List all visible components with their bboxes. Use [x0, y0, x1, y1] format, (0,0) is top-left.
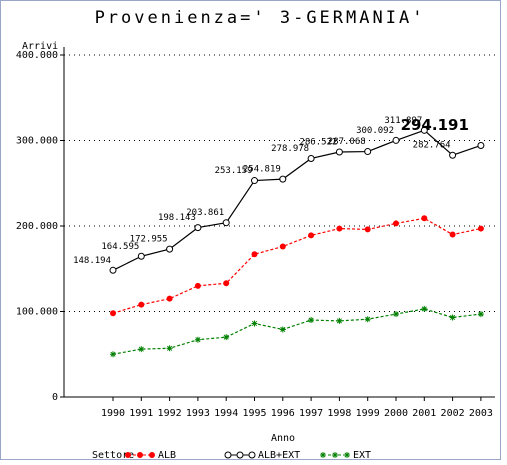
x-tick-label: 2003	[469, 408, 493, 419]
data-label: 287.068	[328, 137, 366, 147]
marker	[149, 452, 155, 458]
marker	[421, 305, 428, 312]
marker	[308, 232, 315, 239]
marker	[307, 154, 315, 162]
y-tick-label: 100.000	[16, 307, 58, 318]
data-label: 254.819	[243, 165, 281, 175]
data-label: 253.159	[215, 166, 253, 176]
marker	[449, 314, 456, 321]
marker	[449, 151, 457, 159]
data-label: 282.764	[413, 141, 451, 151]
marker	[251, 251, 258, 258]
marker	[109, 266, 117, 274]
marker	[477, 225, 484, 232]
data-label: 164.595	[101, 242, 139, 252]
x-tick-label: 2001	[412, 408, 436, 419]
chart-title: Provenienza=' 3-GERMANIA'	[95, 8, 426, 28]
x-tick-label: 1997	[299, 408, 323, 419]
data-label: 286.522	[299, 138, 337, 148]
marker	[344, 452, 350, 458]
marker	[138, 346, 145, 353]
marker	[138, 301, 145, 308]
data-label: 148.194	[73, 256, 111, 266]
marker	[110, 310, 116, 317]
marker	[320, 452, 326, 458]
y-tick-label: 0	[52, 392, 58, 403]
x-tick-label: 1996	[271, 408, 295, 419]
marker	[335, 148, 343, 156]
x-tick-label: 1994	[214, 408, 238, 419]
frame	[0, 0, 501, 460]
marker	[166, 245, 174, 253]
marker	[279, 326, 286, 333]
data-label: 311.897	[384, 116, 422, 126]
marker	[364, 148, 372, 156]
marker	[421, 215, 428, 222]
marker	[166, 345, 173, 352]
legend-label: ALB+EXT	[258, 450, 300, 461]
x-tick-label: 1995	[242, 408, 266, 419]
marker	[194, 282, 201, 289]
marker	[137, 252, 145, 260]
marker	[393, 311, 399, 318]
marker	[248, 451, 256, 459]
legend-item: ALB	[125, 450, 176, 461]
marker	[392, 136, 400, 144]
marker	[364, 316, 371, 323]
data-label: 198.143	[158, 213, 196, 223]
x-axis-label: Anno	[271, 433, 295, 444]
x-tick-label: 1991	[129, 408, 153, 419]
data-label: 300.092	[356, 126, 394, 136]
marker	[194, 336, 201, 343]
marker	[224, 451, 232, 459]
x-tick-label: 1993	[186, 408, 210, 419]
legend-item: EXT	[320, 450, 371, 461]
marker	[364, 226, 371, 233]
marker	[279, 175, 287, 183]
x-tick-label: 2002	[441, 408, 465, 419]
marker	[477, 141, 485, 149]
data-label: 203.861	[186, 208, 224, 218]
legend-title: Settore	[92, 450, 134, 461]
legend-label: EXT	[353, 450, 371, 461]
marker	[279, 243, 286, 250]
marker	[336, 317, 343, 324]
x-tick-label: 1999	[356, 408, 380, 419]
marker	[125, 452, 131, 458]
series-line	[112, 308, 481, 355]
marker	[137, 452, 143, 458]
x-tick-label: 1990	[101, 408, 125, 419]
y-tick-label: 300.000	[16, 136, 58, 147]
marker	[420, 126, 428, 134]
x-tick-label: 1998	[327, 408, 351, 419]
marker	[477, 311, 484, 318]
y-tick-label: 400.000	[16, 50, 58, 61]
marker	[336, 225, 343, 232]
marker	[308, 317, 315, 324]
y-axis-label: Arrivi	[22, 41, 58, 52]
marker	[222, 219, 230, 227]
x-tick-label: 2000	[384, 408, 408, 419]
series-line	[112, 129, 482, 271]
data-label: 278.978	[271, 144, 309, 154]
marker	[332, 452, 338, 458]
legend-item: ALB+EXT	[224, 450, 300, 461]
marker	[110, 351, 116, 358]
data-label: 294.191	[401, 116, 469, 134]
legend-label: ALB	[158, 450, 176, 461]
x-tick-label: 1992	[158, 408, 182, 419]
marker	[251, 177, 258, 185]
data-label: 172.955	[130, 235, 168, 245]
marker	[449, 231, 456, 238]
y-tick-label: 200.000	[16, 221, 58, 232]
marker	[166, 295, 173, 302]
marker	[223, 280, 230, 287]
marker	[236, 451, 244, 459]
marker	[393, 220, 399, 227]
marker	[223, 334, 230, 341]
marker	[251, 320, 258, 327]
marker	[194, 224, 202, 232]
